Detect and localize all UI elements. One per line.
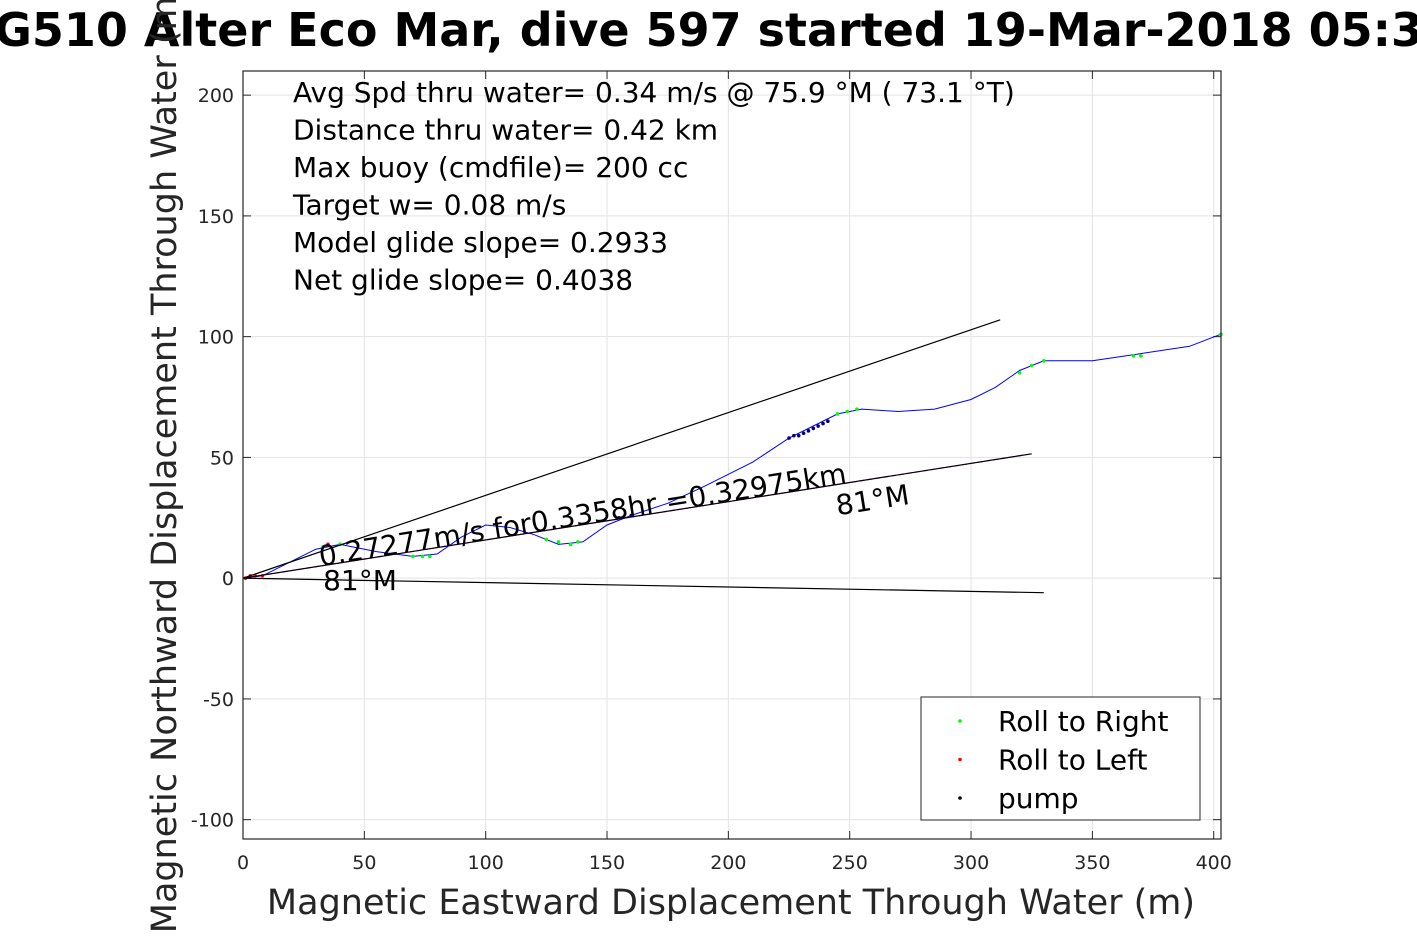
point-roll-to-right — [556, 540, 561, 544]
point-roll-to-right — [1017, 371, 1022, 375]
point-pump — [806, 429, 811, 433]
y-tick-label: 200 — [198, 85, 234, 107]
legend-label: Roll to Right — [998, 705, 1169, 738]
plot-area: 0 50 100 150 200 250 300 350 400 -100 -50 0 50 100 150… — [191, 70, 1232, 874]
point-roll-to-right — [845, 409, 850, 414]
point-roll-to-right — [1131, 354, 1136, 358]
point-roll-to-right — [321, 544, 325, 549]
stats-annotation-line: Model glide slope= 0.2933 — [293, 226, 668, 259]
point-roll-to-right — [568, 542, 573, 547]
legend-label: pump — [998, 782, 1079, 815]
point-pump — [796, 433, 801, 438]
y-tick-label: 100 — [198, 327, 234, 349]
point-roll-to-right — [544, 537, 549, 542]
series-bound-lower — [242, 577, 1044, 594]
point-roll-to-right — [1029, 363, 1034, 368]
series-track — [242, 333, 1222, 579]
point-roll-to-right — [411, 554, 415, 559]
series-mid — [242, 453, 1032, 579]
point-pump — [821, 421, 825, 426]
point-pump — [787, 436, 791, 440]
x-tick-label: 400 — [1196, 852, 1232, 874]
x-tick-label: 300 — [953, 852, 989, 874]
point-roll-to-right — [576, 540, 580, 544]
point-roll-to-right — [835, 412, 840, 416]
point-roll-to-left — [326, 542, 330, 547]
y-axis-label: Magnetic Northward Displacement Through … — [145, 0, 185, 933]
x-tick-label: 350 — [1074, 852, 1110, 874]
point-pump — [801, 431, 806, 436]
point-roll-to-right — [1042, 359, 1046, 363]
point-pump — [826, 419, 830, 423]
y-tick-label: -50 — [203, 689, 234, 711]
x-tick-label: 250 — [832, 852, 868, 874]
point-roll-to-right — [428, 554, 432, 559]
point-roll-to-right — [420, 554, 425, 559]
stats-annotation-line: Max buoy (cmdfile)= 200 cc — [293, 151, 688, 184]
point-pump — [792, 433, 796, 438]
x-axis-label: Magnetic Eastward Displacement Through W… — [267, 883, 1195, 923]
series-bound-upper — [242, 319, 1001, 579]
legend-marker — [958, 796, 962, 800]
x-tick-label: 150 — [589, 852, 625, 874]
x-tick-label: 50 — [352, 852, 376, 874]
point-roll-to-right — [855, 407, 859, 411]
stats-annotation-line: Net glide slope= 0.4038 — [293, 264, 633, 297]
point-roll-to-right — [1139, 354, 1143, 358]
y-tick-label: 150 — [198, 206, 234, 228]
stats-annotation-line: Distance thru water= 0.42 km — [293, 114, 718, 147]
x-tick-label: 0 — [237, 852, 249, 874]
stats-annotation-line: Target w= 0.08 m/s — [292, 189, 566, 222]
legend-marker — [958, 719, 962, 723]
y-tick-label: -100 — [191, 810, 234, 832]
x-tick-label: 200 — [710, 852, 746, 874]
y-tick-label: 0 — [222, 568, 234, 590]
point-pump — [811, 426, 816, 431]
point-pump — [816, 424, 820, 428]
x-tick-label: 100 — [468, 852, 504, 874]
chart-title: SG510 Alter Eco Mar, dive 597 started 19… — [0, 3, 1417, 57]
line-label: 81°M — [323, 564, 397, 597]
y-tick-label: 50 — [210, 447, 234, 469]
legend-box — [920, 696, 1201, 821]
stats-annotation-line: Avg Spd thru water= 0.34 m/s @ 75.9 °M (… — [293, 76, 1015, 109]
legend-marker — [958, 757, 962, 762]
legend-label: Roll to Left — [998, 744, 1147, 777]
plot-frame — [242, 70, 1222, 840]
